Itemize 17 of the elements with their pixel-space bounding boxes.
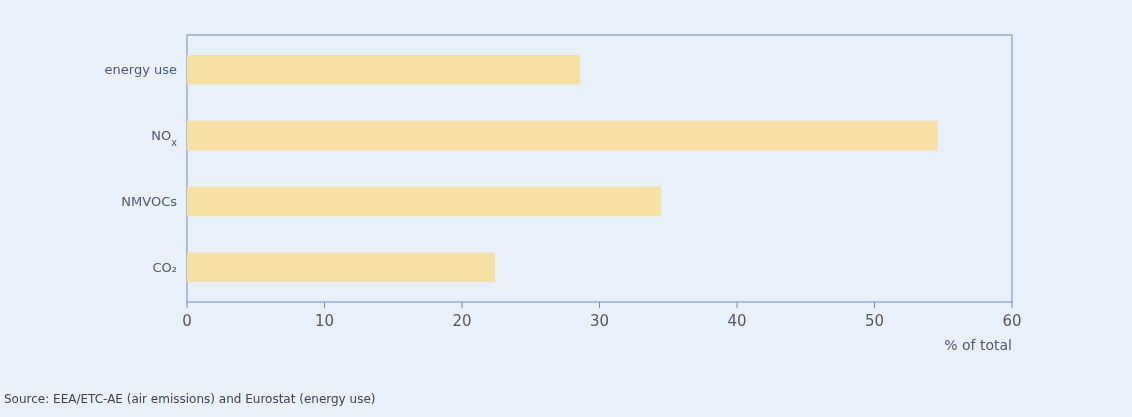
x-tick-label: 50 — [864, 312, 885, 330]
x-tick-label: 40 — [727, 312, 747, 330]
x-axis-title: % of total — [944, 337, 1012, 353]
y-tick-label: NO$_{x}$ — [151, 128, 178, 148]
y-tick-label: energy use — [104, 62, 177, 78]
x-tick-label: 30 — [589, 312, 610, 330]
y-tick-label: NMVOCs — [121, 194, 178, 210]
bar — [187, 120, 938, 151]
x-tick-label: 20 — [452, 312, 472, 330]
bar — [187, 186, 662, 217]
bar — [187, 252, 495, 283]
y-tick-label: CO₂ — [152, 259, 177, 275]
x-tick-label: 0 — [182, 312, 192, 330]
x-tick-label: 10 — [314, 312, 335, 330]
bar — [187, 54, 581, 85]
source-note: Source: EEA/ETC-AE (air emissions) and Eurostat (energy use) — [4, 392, 376, 406]
x-tick-label: 60 — [1002, 312, 1022, 330]
